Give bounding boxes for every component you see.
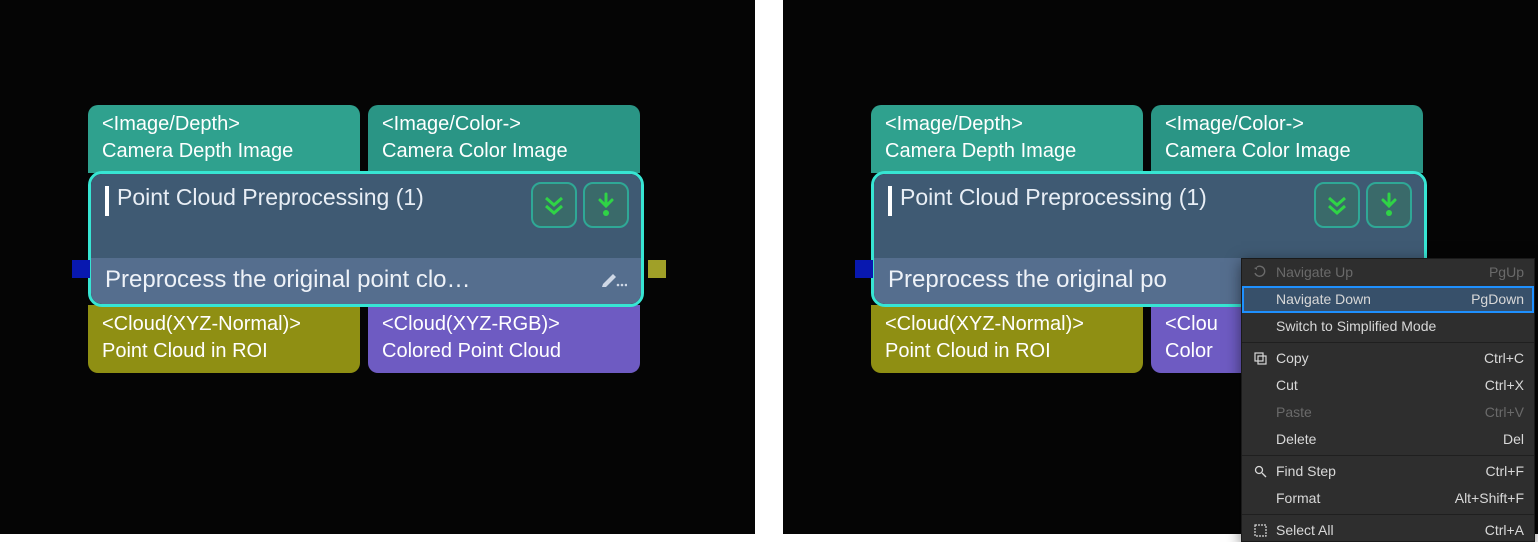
input-port-color[interactable]: <Image/Color-> Camera Color Image [368, 105, 640, 173]
ctx-shortcut: Ctrl+A [1485, 522, 1524, 538]
ctx-label: Find Step [1276, 463, 1486, 479]
ctx-select-all[interactable]: Select All Ctrl+A [1242, 517, 1534, 541]
output-port-colored[interactable]: <Cloud(XYZ-RGB)> Colored Point Cloud [368, 305, 640, 373]
ctx-label: Navigate Up [1276, 264, 1489, 280]
blank-icon [1250, 490, 1270, 506]
node-title[interactable]: Point Cloud Preprocessing (1) [117, 184, 525, 211]
text-cursor [888, 186, 892, 216]
expand-down-button[interactable] [531, 182, 577, 228]
node-description: Preprocess the original point clo… [105, 266, 599, 294]
side-port-left[interactable] [72, 260, 90, 278]
double-chevron-down-icon [541, 192, 567, 218]
ctx-label: Select All [1276, 522, 1485, 538]
input-name-label: Camera Depth Image [885, 138, 1129, 165]
left-panel: <Image/Depth> Camera Depth Image <Image/… [0, 0, 755, 534]
node-header: Point Cloud Preprocessing (1) [874, 174, 1424, 258]
ctx-label: Delete [1276, 431, 1503, 447]
blank-icon [1250, 291, 1270, 307]
output-port-roi[interactable]: <Cloud(XYZ-Normal)> Point Cloud in ROI [88, 305, 360, 373]
blank-icon [1250, 404, 1270, 420]
ctx-separator [1242, 342, 1534, 343]
ctx-shortcut: PgDown [1471, 291, 1524, 307]
ctx-navigate-up[interactable]: Navigate Up PgUp [1242, 259, 1534, 286]
ctx-label: Cut [1276, 377, 1485, 393]
input-port-depth[interactable]: <Image/Depth> Camera Depth Image [88, 105, 360, 173]
ctx-label: Format [1276, 490, 1455, 506]
input-name-label: Camera Color Image [1165, 138, 1409, 165]
ctx-find-step[interactable]: Find Step Ctrl+F [1242, 458, 1534, 485]
input-name-label: Camera Depth Image [102, 138, 346, 165]
arrow-down-dot-icon [1377, 192, 1401, 218]
processing-node[interactable]: Point Cloud Preprocessing (1) Preprocess… [88, 171, 644, 307]
ctx-copy[interactable]: Copy Ctrl+C [1242, 345, 1534, 372]
input-type-label: <Image/Depth> [102, 111, 346, 138]
input-type-label: <Image/Color-> [382, 111, 626, 138]
blank-icon [1250, 377, 1270, 393]
ctx-simplified-mode[interactable]: Switch to Simplified Mode [1242, 313, 1534, 340]
undo-icon [1250, 264, 1270, 280]
input-type-label: <Image/Color-> [1165, 111, 1409, 138]
select-all-icon [1250, 522, 1270, 538]
ctx-shortcut: Del [1503, 431, 1524, 447]
search-icon [1250, 463, 1270, 479]
copy-icon [1250, 350, 1270, 366]
output-type-label: <Cloud(XYZ-Normal)> [885, 311, 1129, 338]
node-description-row: Preprocess the original point clo… [91, 258, 641, 304]
output-name-label: Colored Point Cloud [382, 338, 626, 365]
ctx-shortcut: Ctrl+F [1486, 463, 1525, 479]
edit-icon[interactable] [599, 266, 627, 294]
input-ports-row: <Image/Depth> Camera Depth Image <Image/… [88, 105, 644, 173]
input-type-label: <Image/Depth> [885, 111, 1129, 138]
blank-icon [1250, 431, 1270, 447]
double-chevron-down-icon [1324, 192, 1350, 218]
input-ports-row: <Image/Depth> Camera Depth Image <Image/… [871, 105, 1427, 173]
ctx-label: Copy [1276, 350, 1484, 366]
output-name-label: Point Cloud in ROI [885, 338, 1129, 365]
text-cursor [105, 186, 109, 216]
context-menu[interactable]: Navigate Up PgUp Navigate Down PgDown Sw… [1241, 258, 1535, 542]
node-title[interactable]: Point Cloud Preprocessing (1) [900, 184, 1308, 211]
node-graph[interactable]: <Image/Depth> Camera Depth Image <Image/… [88, 105, 644, 373]
blank-icon [1250, 318, 1270, 334]
output-type-label: <Cloud(XYZ-RGB)> [382, 311, 626, 338]
ctx-separator [1242, 455, 1534, 456]
ctx-separator [1242, 514, 1534, 515]
ctx-cut[interactable]: Cut Ctrl+X [1242, 372, 1534, 399]
ctx-shortcut: Ctrl+X [1485, 377, 1524, 393]
ctx-label: Paste [1276, 404, 1485, 420]
output-name-label: Point Cloud in ROI [102, 338, 346, 365]
arrow-down-dot-icon [594, 192, 618, 218]
ctx-delete[interactable]: Delete Del [1242, 426, 1534, 453]
ctx-shortcut: Ctrl+C [1484, 350, 1524, 366]
run-step-button[interactable] [1366, 182, 1412, 228]
ctx-shortcut: Alt+Shift+F [1455, 490, 1524, 506]
output-type-label: <Cloud(XYZ-Normal)> [102, 311, 346, 338]
input-port-color[interactable]: <Image/Color-> Camera Color Image [1151, 105, 1423, 173]
side-port-right[interactable] [648, 260, 666, 278]
ctx-label: Switch to Simplified Mode [1276, 318, 1524, 334]
ctx-navigate-down[interactable]: Navigate Down PgDown [1242, 286, 1534, 313]
run-step-button[interactable] [583, 182, 629, 228]
input-port-depth[interactable]: <Image/Depth> Camera Depth Image [871, 105, 1143, 173]
ctx-format[interactable]: Format Alt+Shift+F [1242, 485, 1534, 512]
side-port-left[interactable] [855, 260, 873, 278]
output-ports-row: <Cloud(XYZ-Normal)> Point Cloud in ROI <… [88, 305, 644, 373]
expand-down-button[interactable] [1314, 182, 1360, 228]
ctx-paste[interactable]: Paste Ctrl+V [1242, 399, 1534, 426]
right-panel: <Image/Depth> Camera Depth Image <Image/… [783, 0, 1538, 534]
ctx-shortcut: PgUp [1489, 264, 1524, 280]
ctx-label: Navigate Down [1276, 291, 1471, 307]
panel-divider [755, 0, 783, 534]
node-header: Point Cloud Preprocessing (1) [91, 174, 641, 258]
input-name-label: Camera Color Image [382, 138, 626, 165]
output-port-roi[interactable]: <Cloud(XYZ-Normal)> Point Cloud in ROI [871, 305, 1143, 373]
ctx-shortcut: Ctrl+V [1485, 404, 1524, 420]
